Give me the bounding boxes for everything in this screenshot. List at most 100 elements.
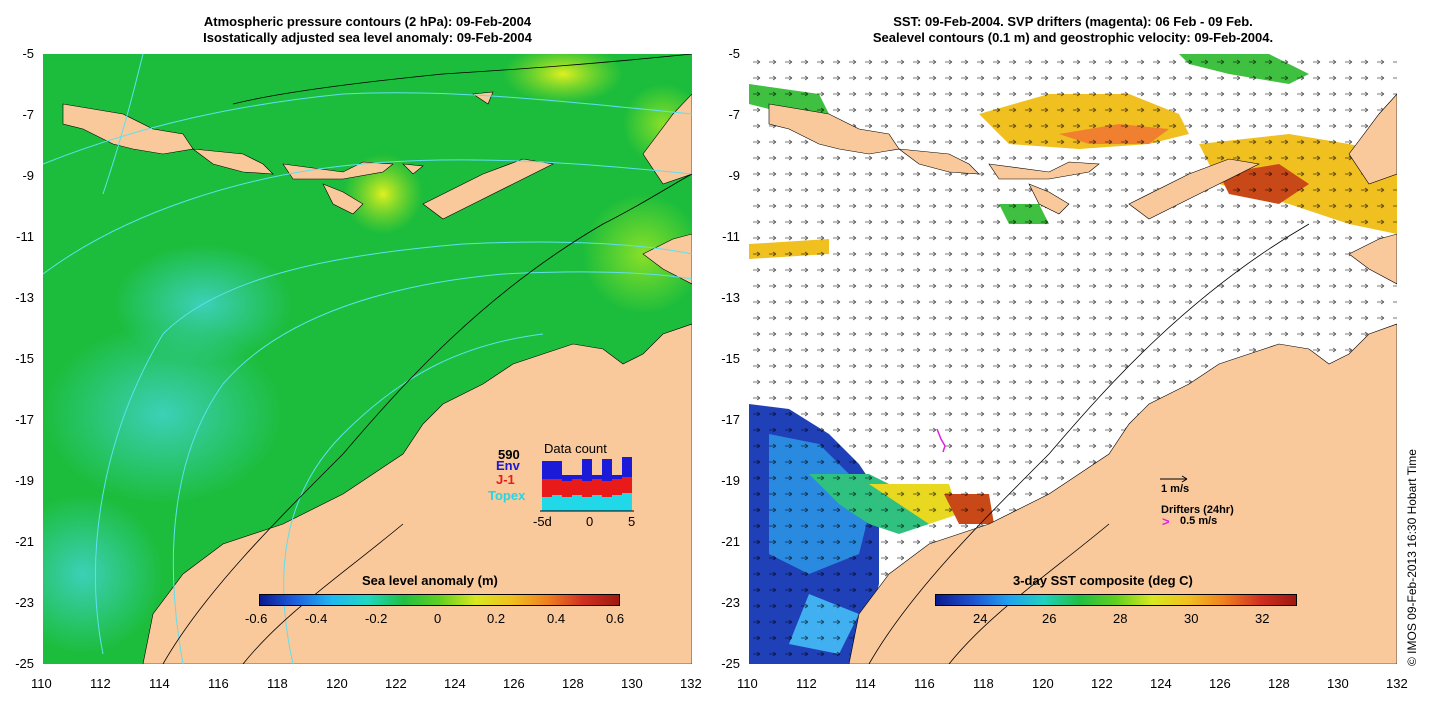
topex-label: Topex [488, 488, 526, 503]
x-tick: 132 [680, 676, 702, 691]
topex-bar [592, 495, 602, 511]
y-tick: -5 [22, 46, 34, 61]
islands [62, 91, 692, 285]
histogram-tick: -5d [533, 514, 552, 529]
x-tick: 116 [914, 676, 935, 691]
topex-bar [572, 495, 582, 511]
right-title-line1: SST: 09-Feb-2004. SVP drifters (magenta)… [893, 14, 1253, 29]
topex-bar [562, 497, 572, 511]
sst-map [749, 54, 1397, 664]
x-tick: 120 [326, 676, 348, 691]
x-tick: 124 [444, 676, 466, 691]
j1-bar [542, 479, 552, 511]
left-colorbar [259, 594, 620, 606]
data-count-histogram [540, 457, 634, 512]
x-tick: 130 [621, 676, 643, 691]
y-tick: -21 [721, 534, 740, 549]
topex-bar [612, 495, 622, 511]
y-tick: -7 [728, 107, 740, 122]
y-tick: -7 [22, 107, 34, 122]
cb-tick: -0.2 [365, 611, 388, 626]
data-count-title: Data count [544, 441, 607, 456]
right-title-line2: Sealevel contours (0.1 m) and geostrophi… [872, 30, 1274, 45]
y-tick: -23 [15, 595, 34, 610]
drifter-speed-label: 0.5 m/s [1180, 515, 1218, 527]
x-tick: 126 [503, 676, 525, 691]
cb-tick: -0.6 [245, 611, 268, 626]
y-tick: -11 [16, 229, 34, 244]
x-tick: 128 [1268, 676, 1290, 691]
x-tick: 122 [1091, 676, 1113, 691]
j1-bar [562, 481, 572, 511]
svp-drifter-track [936, 428, 946, 453]
topex-bar [542, 497, 552, 511]
env-label: Env [496, 458, 520, 473]
low-anomaly-patch [43, 494, 163, 654]
cb-tick: 0.6 [606, 611, 625, 626]
cb-tick: 28 [1113, 611, 1128, 626]
y-tick: -19 [15, 473, 34, 488]
y-tick: -9 [728, 168, 740, 183]
y-tick: -25 [15, 656, 34, 671]
x-tick: 118 [973, 676, 994, 691]
cb-tick: 30 [1184, 611, 1199, 626]
x-tick: 114 [855, 676, 876, 691]
y-tick: -15 [15, 351, 34, 366]
x-tick: 110 [31, 676, 52, 691]
topex-bar [552, 495, 562, 511]
cb-tick: 26 [1042, 611, 1057, 626]
y-tick: -17 [15, 412, 34, 427]
x-tick: 116 [208, 676, 229, 691]
y-tick: -23 [721, 595, 740, 610]
left-title: Atmospheric pressure contours (2 hPa): 0… [43, 14, 692, 46]
x-tick: 118 [267, 676, 288, 691]
cb-tick: 24 [973, 611, 988, 626]
velocity-scale-label: 1 m/s [1161, 483, 1190, 495]
j1-label: J-1 [496, 472, 515, 487]
topex-bar [602, 497, 612, 511]
x-tick: 122 [385, 676, 407, 691]
histogram-tick: 0 [586, 514, 594, 529]
j1-bar [582, 481, 592, 511]
y-tick: -19 [721, 473, 740, 488]
x-tick: 112 [90, 676, 111, 691]
y-tick: -15 [721, 351, 740, 366]
cb-tick: 0 [434, 611, 442, 626]
data-count-total: 590 [498, 447, 520, 462]
topex-bar [582, 497, 592, 511]
high-anomaly-patch [503, 54, 623, 104]
high-anomaly-patch [583, 194, 692, 314]
x-tick: 112 [796, 676, 817, 691]
low-anomaly-patch [43, 324, 283, 504]
y-tick: -9 [22, 168, 34, 183]
left-title-line1: Atmospheric pressure contours (2 hPa): 0… [203, 14, 532, 29]
y-tick: -5 [728, 46, 740, 61]
y-tick: -13 [15, 290, 34, 305]
x-tick: 124 [1150, 676, 1172, 691]
y-tick: -21 [15, 534, 34, 549]
australia-mainland [142, 323, 692, 664]
copyright-text: © IMOS 09-Feb-2013 16:30 Hobart Time [1405, 449, 1419, 666]
y-tick: -11 [722, 229, 740, 244]
cb-tick: -0.4 [305, 611, 328, 626]
drifter-arrow-icon: > [1162, 514, 1170, 529]
y-tick: -25 [721, 656, 740, 671]
sea-level-anomaly-map-svg [43, 54, 692, 664]
velocity-scale-arrow [1160, 475, 1188, 483]
x-tick: 130 [1327, 676, 1349, 691]
x-tick: 120 [1032, 676, 1054, 691]
left-title-line2: Isostatically adjusted sea level anomaly… [203, 30, 532, 45]
x-tick: 114 [149, 676, 170, 691]
right-title: SST: 09-Feb-2004. SVP drifters (magenta)… [749, 14, 1397, 46]
cb-tick: 32 [1255, 611, 1270, 626]
topex-bar [622, 493, 632, 511]
australia-mainland [848, 323, 1397, 664]
j1-bar [602, 481, 612, 511]
cb-tick: 0.2 [487, 611, 506, 626]
histogram-tick: 5 [628, 514, 636, 529]
y-tick: -17 [721, 412, 740, 427]
x-tick: 126 [1209, 676, 1231, 691]
sst-map-svg [749, 54, 1397, 664]
x-tick: 132 [1386, 676, 1408, 691]
y-tick: -13 [721, 290, 740, 305]
